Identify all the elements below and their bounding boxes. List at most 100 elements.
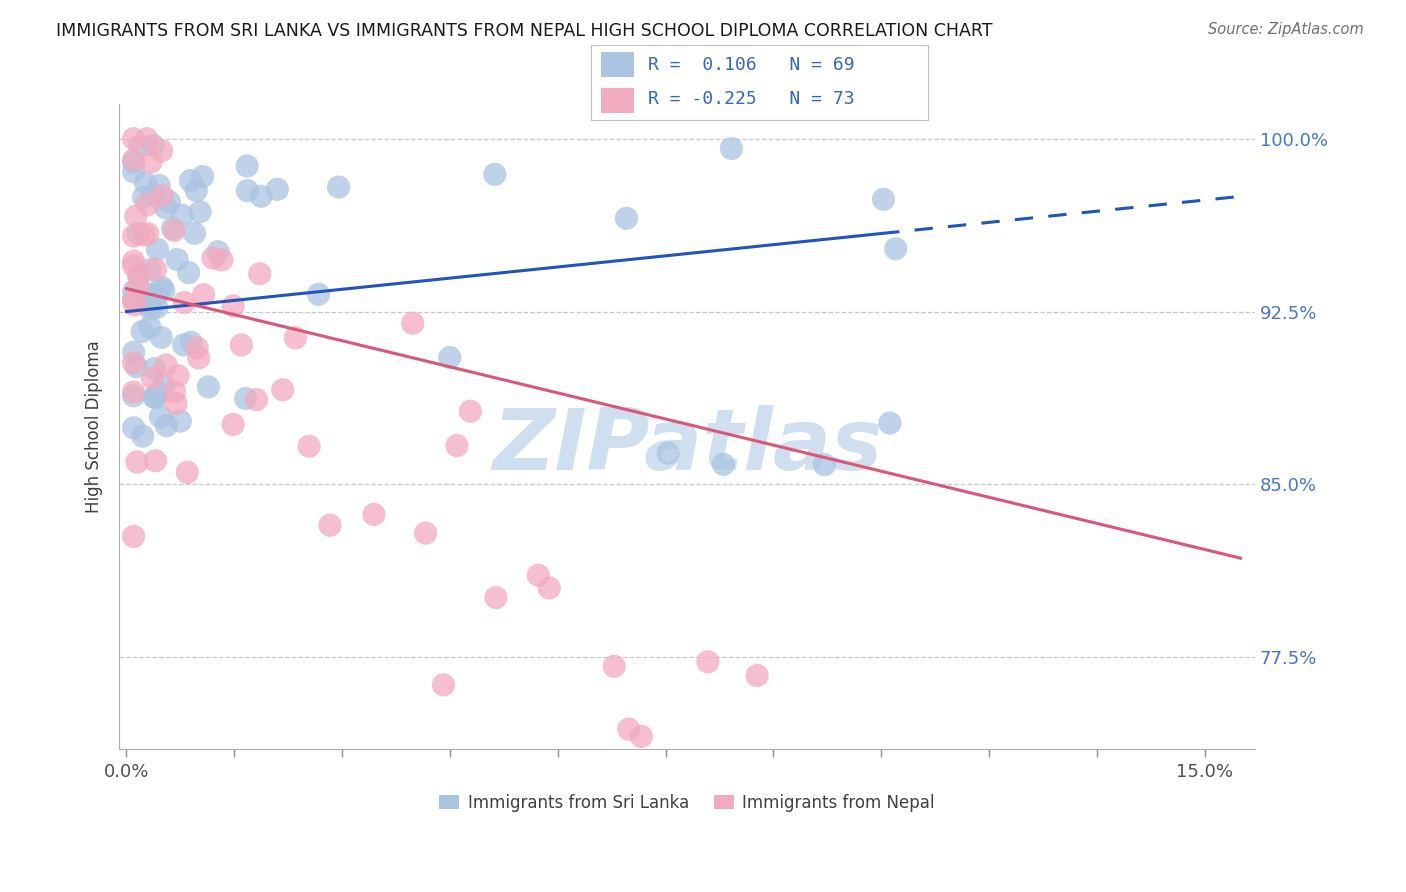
Point [222,417,245,432]
Point [143,390,166,404]
Point [145,262,167,277]
Point [191,169,214,184]
Point [167,368,190,383]
Point [145,391,167,405]
Point [122,421,145,435]
Point [155,418,177,433]
Point [134,176,156,190]
Point [139,302,162,317]
Point [266,182,288,196]
Point [122,356,145,370]
Point [319,518,342,533]
Point [128,139,150,153]
Point [271,383,294,397]
Point [207,244,229,259]
Point [165,396,187,410]
Point [136,132,159,146]
Point [125,359,148,374]
Point [211,252,233,267]
Point [122,132,145,146]
Point [132,429,155,443]
Point [124,298,146,312]
Point [657,446,679,460]
Point [630,730,652,744]
Point [122,384,145,399]
Point [222,299,245,313]
Point [125,455,148,469]
Point [150,280,173,294]
Point [122,229,145,244]
Point [122,285,145,299]
Text: Source: ZipAtlas.com: Source: ZipAtlas.com [1208,22,1364,37]
Point [128,268,150,282]
Text: ZIPatlas: ZIPatlas [492,405,882,488]
Point [603,659,626,673]
Point [415,526,437,541]
Point [122,153,145,167]
Point [298,439,321,453]
Point [127,279,149,293]
Point [626,784,648,798]
Point [236,184,259,198]
Point [150,330,173,344]
Point [720,141,742,155]
Point [132,190,155,204]
Point [134,227,156,242]
Point [145,453,167,467]
Point [284,331,307,345]
Point [193,287,215,301]
Point [890,800,912,814]
Point [249,267,271,281]
Point [988,800,1011,814]
Point [145,288,167,302]
Point [138,287,160,301]
Point [152,283,174,297]
Point [131,325,153,339]
Point [143,361,166,376]
Point [711,457,734,471]
Point [172,208,194,222]
Point [236,159,259,173]
Point [439,351,461,365]
Point [308,287,330,301]
Point [139,155,162,169]
Point [538,581,561,595]
Point [163,384,186,399]
Point [122,292,145,306]
Point [484,167,506,181]
Legend: Immigrants from Sri Lanka, Immigrants from Nepal: Immigrants from Sri Lanka, Immigrants fr… [433,787,942,819]
Point [617,722,640,736]
Point [122,529,145,543]
Point [125,210,148,224]
Point [616,211,638,226]
Point [173,295,195,310]
Point [837,785,859,799]
Point [139,320,162,334]
Point [155,358,177,372]
Point [186,184,208,198]
Point [328,180,350,194]
Point [176,466,198,480]
Point [363,508,385,522]
Point [245,392,267,407]
Point [122,259,145,273]
Point [142,188,165,202]
Point [485,591,508,605]
Point [1063,800,1085,814]
Point [138,263,160,277]
Point [813,458,835,472]
Point [148,178,170,193]
Point [122,293,145,308]
Point [183,227,205,241]
Point [152,189,174,203]
Text: IMMIGRANTS FROM SRI LANKA VS IMMIGRANTS FROM NEPAL HIGH SCHOOL DIPLOMA CORRELATI: IMMIGRANTS FROM SRI LANKA VS IMMIGRANTS … [56,22,993,40]
Point [180,335,202,350]
Point [122,165,145,179]
Point [128,268,150,283]
Point [162,221,184,235]
Point [1177,800,1199,814]
Point [446,439,468,453]
Point [155,201,177,215]
Point [157,194,180,209]
Point [166,252,188,267]
